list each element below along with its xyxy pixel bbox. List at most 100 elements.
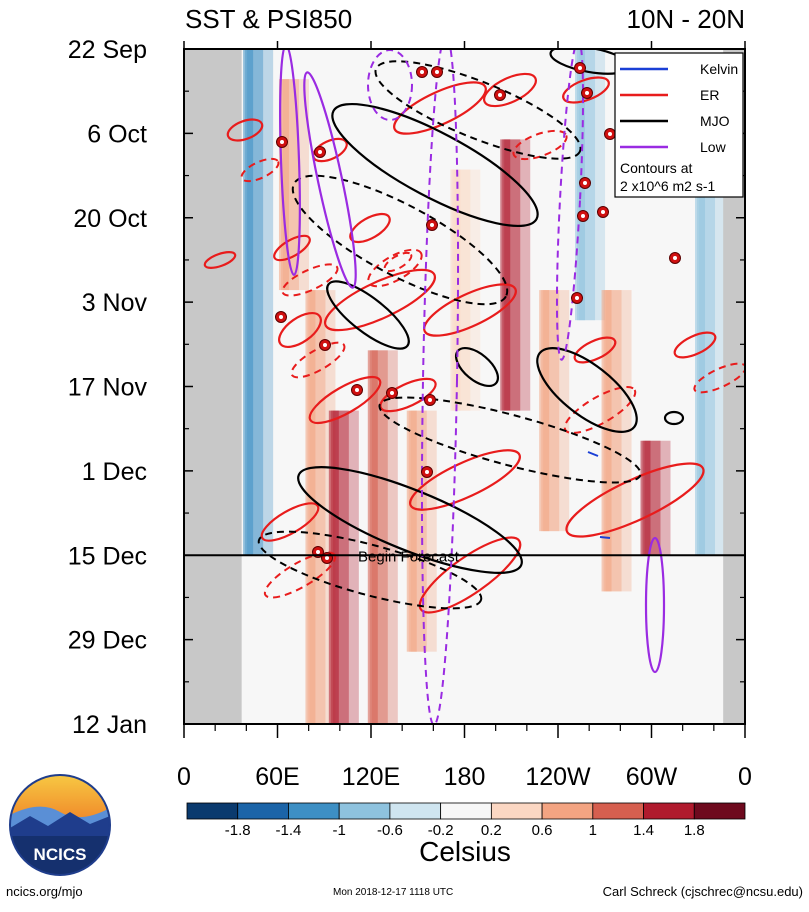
colorbar-swatch <box>338 802 391 820</box>
colorbar-swatch <box>288 802 340 820</box>
er-contour <box>226 118 264 142</box>
x-tick-label: 0 <box>738 763 752 791</box>
low-contours <box>279 49 666 674</box>
footer-timestamp: Mon 2018-12-17 1118 UTC <box>333 887 454 898</box>
storm-icon <box>577 210 589 222</box>
kelvin-contour <box>587 451 599 457</box>
chart-title-left: SST & PSI850 <box>185 4 352 34</box>
logo-text: NCICS <box>34 845 87 864</box>
storm-markers <box>275 62 681 564</box>
storm-icon <box>276 136 288 148</box>
er-contour <box>273 234 311 262</box>
sst-band <box>640 440 651 556</box>
colorbar-tick-label: 1.8 <box>684 822 705 839</box>
colorbar-tick-label: -1.8 <box>225 822 251 839</box>
colorbar-label: Celsius <box>419 836 511 867</box>
sst-band <box>504 139 531 411</box>
footer-url[interactable]: ncics.org/mjo <box>6 884 83 899</box>
er-contour <box>673 331 717 359</box>
low-contour <box>279 49 301 277</box>
colorbar-tick-label: 0.2 <box>481 822 502 839</box>
er-contour <box>393 81 487 135</box>
mjo-contours-dashed <box>257 60 642 610</box>
colorbar-tick-label: -1 <box>333 822 346 839</box>
storm-icon <box>571 292 583 304</box>
sst-band <box>450 169 461 411</box>
colorbar-tick-label: 0.6 <box>532 822 553 839</box>
er-contour <box>308 375 382 425</box>
er-contours-dashed <box>240 129 745 599</box>
sst-band <box>601 290 612 592</box>
er-contour <box>483 72 537 108</box>
y-tick-label: 1 Dec <box>82 458 147 486</box>
sst-band <box>452 169 471 411</box>
x-tick-label: 60E <box>255 763 299 791</box>
mjo-contour <box>291 174 509 306</box>
legend-label: MJO <box>700 113 730 129</box>
storm-icon <box>426 219 438 231</box>
sst-band <box>330 410 349 724</box>
x-tick-label: 0 <box>177 763 191 791</box>
sst-band <box>539 290 550 532</box>
colorbar-swatch <box>440 802 492 820</box>
y-tick-label: 6 Oct <box>87 120 147 148</box>
colorbar-tick-label: 1.4 <box>633 822 654 839</box>
low-contour <box>555 49 585 361</box>
colorbar-swatch <box>592 802 644 820</box>
y-tick-label: 22 Sep <box>68 36 147 64</box>
colorbar-tick-label: -0.6 <box>377 822 403 839</box>
storm-icon <box>416 66 428 78</box>
legend-note-line1: Contours at <box>620 160 692 176</box>
footer-author: Carl Schreck (cjschrec@ncsu.edu) <box>602 884 803 899</box>
colorbar-tick-label: -0.2 <box>428 822 454 839</box>
x-tick-label: 60W <box>626 763 678 791</box>
er-contour <box>418 536 522 614</box>
er-contour <box>349 212 391 244</box>
y-axis: 22 Sep 6 Oct 20 Oct 3 Nov 17 Nov 1 Dec 15 Dec 2… <box>68 36 745 739</box>
x-axis: 0 60E 120E 180 120W 60W 0 <box>177 41 752 791</box>
storm-icon <box>424 394 436 406</box>
colorbar-swatch <box>237 802 289 820</box>
er-contour <box>367 248 423 288</box>
sst-band <box>245 49 264 556</box>
x-tick-label: 120E <box>342 763 400 791</box>
y-tick-label: 20 Oct <box>73 205 147 233</box>
mjo-contour <box>257 530 483 610</box>
y-tick-label: 15 Dec <box>68 542 147 570</box>
sst-band <box>541 290 560 532</box>
storm-icon <box>604 128 616 140</box>
ncics-logo: NCICS <box>9 774 111 876</box>
y-tick-label: 17 Nov <box>68 374 148 402</box>
colorbar-swatch <box>490 802 543 820</box>
er-contour <box>278 311 322 349</box>
colorbar-tick-label: -1.4 <box>276 822 302 839</box>
storm-icon <box>321 552 333 564</box>
sst-band <box>328 410 339 724</box>
legend-label: ER <box>700 87 719 103</box>
chart-title-right: 10N - 20N <box>627 4 746 34</box>
legend-label: Low <box>700 139 727 155</box>
legend-note-line2: 2 x10^6 m2 s-1 <box>620 178 715 194</box>
y-tick-label: 29 Dec <box>68 627 147 655</box>
x-tick-label: 120W <box>525 763 591 791</box>
mjo-contour <box>326 280 410 350</box>
legend-box <box>614 52 744 198</box>
sst-band <box>603 290 622 592</box>
land-mask <box>184 49 242 724</box>
sst-band <box>644 440 671 556</box>
storm-icon <box>319 339 331 351</box>
y-tick-label: 12 Jan <box>72 711 147 739</box>
storm-icon <box>431 66 443 78</box>
storm-icon <box>275 311 287 323</box>
sst-band <box>369 350 388 724</box>
storm-icon <box>581 87 593 99</box>
er-contour <box>693 362 745 394</box>
sst-band <box>543 290 570 532</box>
sst-band <box>699 169 726 556</box>
low-contour <box>420 49 460 724</box>
sst-band <box>605 290 632 592</box>
x-tick-label: 180 <box>444 763 486 791</box>
sst-band <box>332 410 359 724</box>
sst-band <box>500 139 511 411</box>
